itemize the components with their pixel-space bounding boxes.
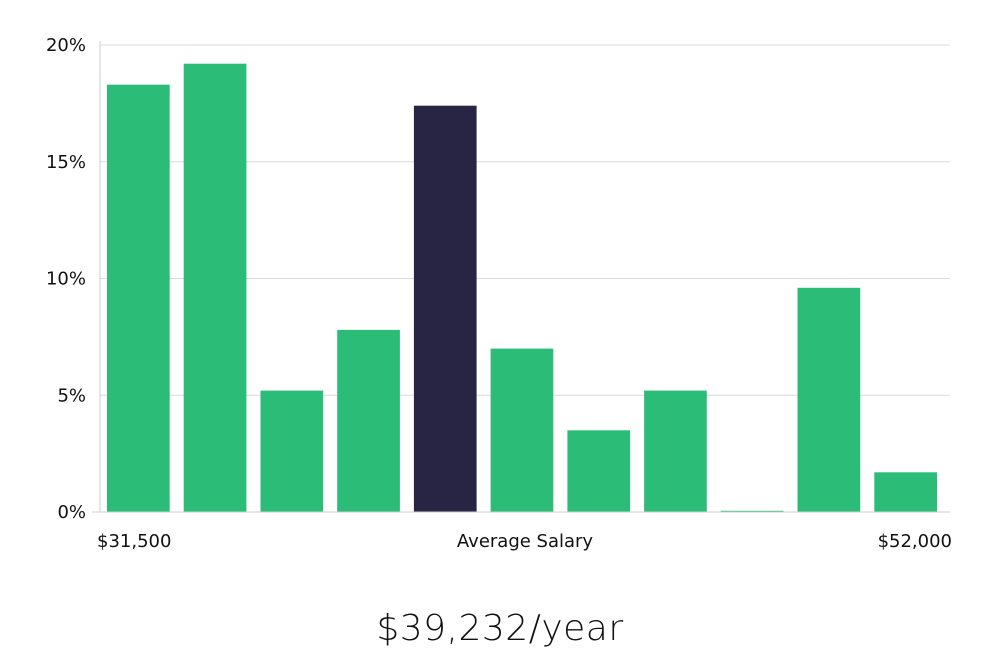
bar <box>183 63 247 512</box>
bar <box>874 472 937 512</box>
bars <box>107 63 937 512</box>
x-min-label: $31,500 <box>97 531 171 552</box>
y-tick-label: 15% <box>46 152 86 173</box>
x-axis-title: Average Salary <box>457 531 594 552</box>
y-tick-label: 10% <box>46 269 86 290</box>
bar-highlighted <box>413 105 477 512</box>
y-tick-label: 0% <box>57 502 86 523</box>
bar <box>260 390 324 512</box>
y-tick-label: 20% <box>46 35 86 56</box>
bar <box>567 430 631 512</box>
average-salary-value: $39,232/year <box>376 608 624 649</box>
bar <box>644 390 707 512</box>
axes: 0% 5% 10% 15% 20% <box>46 35 950 523</box>
labels: $31,500 Average Salary $52,000 <box>97 531 952 552</box>
bar <box>107 84 170 512</box>
bar <box>490 348 554 512</box>
x-max-label: $52,000 <box>878 531 952 552</box>
bar <box>720 510 784 512</box>
y-tick-label: 5% <box>57 385 86 406</box>
bar <box>337 329 400 512</box>
bar <box>797 287 861 512</box>
